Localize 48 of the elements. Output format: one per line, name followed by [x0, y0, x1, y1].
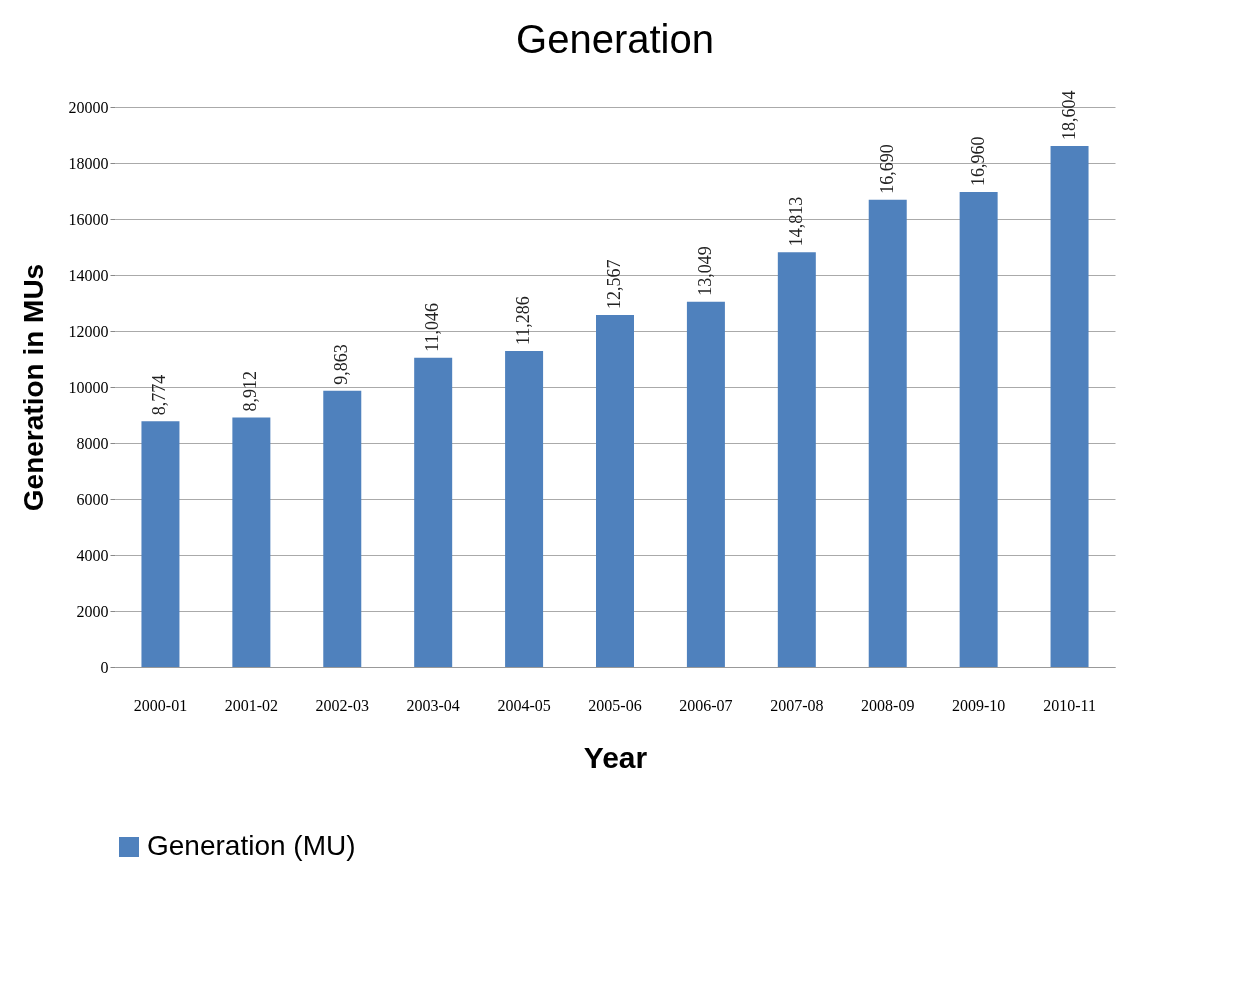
data-label: 18,604	[1058, 90, 1079, 141]
bar	[868, 199, 907, 667]
bar	[686, 301, 725, 667]
x-tick-label: 2000-01	[133, 696, 188, 714]
y-tick-label: 20000	[68, 98, 109, 116]
bar	[596, 315, 634, 667]
x-tick-label: 2002-03	[315, 696, 369, 714]
data-label: 11,286	[513, 296, 534, 345]
legend-label: Generation (MU)	[147, 830, 356, 861]
bar	[1050, 146, 1089, 667]
y-tick-label: 6000	[76, 490, 109, 508]
chart-title: Generation	[516, 16, 714, 61]
y-tick-label: 14000	[68, 266, 109, 284]
x-tick-label: 2006-07	[679, 696, 733, 714]
y-tick-label: 2000	[76, 602, 109, 620]
x-tick-label: 2003-04	[406, 696, 460, 714]
x-tick-label: 2001-02	[224, 696, 279, 714]
y-tick-label: 18000	[68, 154, 109, 172]
x-tick-label: 2004-05	[497, 696, 551, 714]
y-tick-label: 16000	[68, 210, 109, 228]
x-tick-label: 2008-09	[861, 696, 915, 714]
y-tick-label: 0	[100, 658, 109, 676]
data-label: 9,863	[331, 344, 352, 385]
y-axis-title: Generation in MUs	[17, 263, 49, 512]
bar	[414, 357, 453, 667]
data-label: 11,046	[422, 302, 443, 352]
data-label: 8,774	[149, 374, 170, 416]
x-tick-label: 2007-08	[770, 696, 824, 714]
y-tick-label: 12000	[68, 322, 109, 340]
x-tick-label: 2009-10	[951, 696, 1006, 714]
bar	[141, 421, 180, 667]
data-label: 12,567	[604, 259, 624, 310]
data-label: 14,813	[785, 196, 806, 247]
x-tick-label: 2005-06	[588, 696, 642, 714]
y-tick-label: 4000	[76, 546, 109, 564]
bar	[777, 252, 816, 667]
bar	[232, 417, 271, 667]
bar	[959, 192, 998, 667]
x-tick-label: 2010-11	[1043, 696, 1096, 714]
data-label: 8,912	[240, 370, 261, 412]
bar	[505, 350, 544, 667]
y-tick-label: 8000	[76, 434, 109, 452]
data-label: 16,960	[967, 136, 988, 187]
x-axis-title: Year	[583, 740, 648, 774]
y-tick-label: 10000	[68, 378, 109, 396]
data-label: 16,690	[876, 144, 897, 194]
bar	[323, 390, 362, 667]
data-label: 13,049	[694, 246, 715, 296]
